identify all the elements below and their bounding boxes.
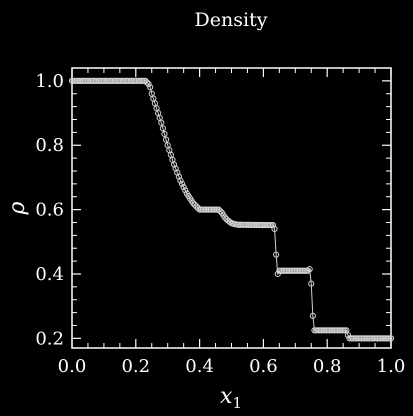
data-point <box>163 136 170 143</box>
data-point <box>174 169 181 176</box>
x-axis-label-subscript: 1 <box>232 394 242 412</box>
y-tick-label: 0.2 <box>35 328 64 349</box>
x-axis-label-main: x <box>220 384 233 409</box>
x-tick-label: 0.2 <box>121 356 150 377</box>
data-point <box>143 79 151 86</box>
data-point <box>308 280 315 287</box>
x-tick-label: 0.6 <box>249 356 278 377</box>
chart-title: Density <box>195 9 268 31</box>
data-point <box>193 203 200 210</box>
data-point <box>161 130 168 138</box>
data-point <box>387 335 395 342</box>
data-point <box>172 165 179 172</box>
data-point <box>215 206 222 213</box>
y-tick-label: 0.8 <box>35 135 64 156</box>
data-point <box>271 225 278 233</box>
data-point <box>190 200 197 207</box>
x-tick-label: 0.4 <box>185 356 214 377</box>
data-point <box>217 208 224 215</box>
axis-ticks <box>71 67 392 348</box>
data-point <box>145 80 152 88</box>
axis-tick-labels: 0.0 0.2 0.4 0.6 0.8 1.0 0.2 0.4 0.6 0.8 1.0 <box>35 71 405 377</box>
data-point <box>175 173 182 180</box>
data-point <box>222 214 229 221</box>
data-point <box>344 332 352 339</box>
data-point <box>159 125 167 132</box>
x-tick-label: 1.0 <box>377 356 406 377</box>
data-point <box>306 266 313 273</box>
data-point <box>304 267 312 274</box>
data-point <box>274 270 281 278</box>
data-series <box>68 77 395 342</box>
plot-frame <box>71 67 392 349</box>
x-axis-label: x1 <box>220 384 242 412</box>
x-tick-label: 0.0 <box>58 356 87 377</box>
x-tick-label: 0.8 <box>313 356 342 377</box>
data-point <box>269 221 277 229</box>
y-axis-label: ρ <box>5 201 30 215</box>
data-point <box>178 180 186 187</box>
data-point <box>191 201 198 208</box>
data-point <box>170 161 178 168</box>
data-point <box>180 183 187 191</box>
data-point <box>158 119 165 126</box>
data-point <box>147 84 154 91</box>
series-line <box>72 80 391 339</box>
y-tick-label: 1.0 <box>35 71 64 92</box>
y-tick-label: 0.6 <box>35 200 64 221</box>
data-point <box>182 187 189 194</box>
data-point <box>177 177 184 184</box>
data-point <box>309 312 316 319</box>
data-point <box>273 251 280 258</box>
data-point <box>142 77 149 84</box>
y-tick-label: 0.4 <box>35 264 64 285</box>
